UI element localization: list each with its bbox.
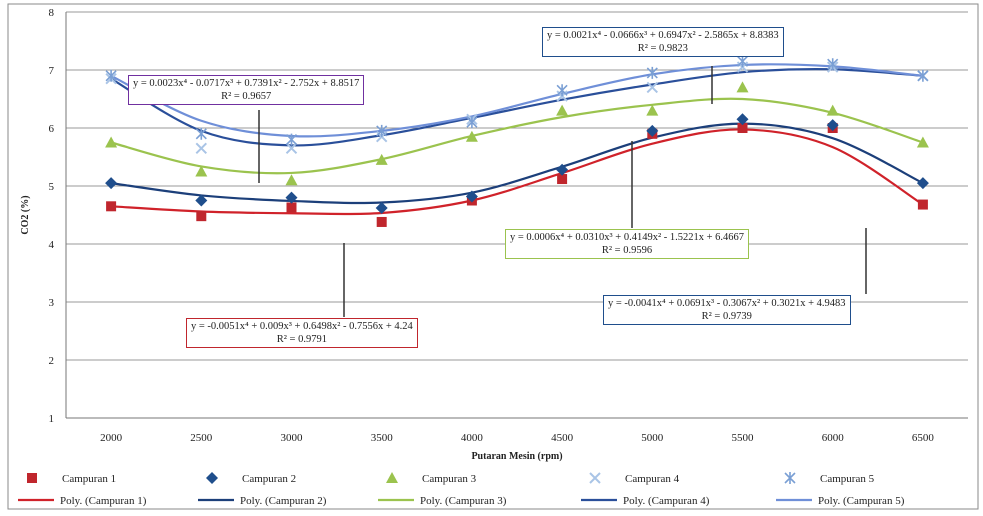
x-tick-label: 4500 bbox=[551, 432, 574, 444]
equation-box-campuran-3: y = 0.0006x⁴ + 0.0310x³ + 0.4149x² - 1.5… bbox=[505, 229, 750, 259]
data-point-campuran-2 bbox=[465, 190, 478, 203]
equation-text: y = 0.0021x⁴ - 0.0666x³ + 0.6947x² - 2.5… bbox=[547, 30, 779, 41]
y-tick-label: 8 bbox=[49, 7, 55, 19]
x-axis-title: Putaran Mesin (rpm) bbox=[471, 451, 562, 462]
y-axis-title: CO2 (%) bbox=[20, 195, 31, 234]
y-tick-label: 5 bbox=[49, 181, 55, 193]
legend-label: Poly. (Campuran 4) bbox=[623, 495, 710, 507]
data-point-campuran-5 bbox=[917, 69, 929, 82]
equation-box-campuran-4: y = 0.0023x⁴ - 0.0717x³ + 0.7391x² - 2.7… bbox=[128, 75, 365, 105]
data-point-campuran-5 bbox=[827, 58, 839, 71]
data-point-campuran-2 bbox=[736, 113, 749, 126]
equation-text: y = 0.0006x⁴ + 0.0310x³ + 0.4149x² - 1.5… bbox=[510, 232, 745, 243]
data-point-campuran-3 bbox=[646, 104, 659, 116]
data-point-campuran-3 bbox=[465, 130, 478, 142]
data-point-campuran-3 bbox=[916, 136, 929, 148]
data-point-campuran-2 bbox=[105, 177, 118, 190]
x-tick-label: 3000 bbox=[281, 432, 304, 444]
r-squared-text: R² = 0.9823 bbox=[637, 43, 688, 54]
data-point-campuran-1 bbox=[286, 202, 297, 213]
x-tick-label: 3500 bbox=[371, 432, 394, 444]
trendline-4 bbox=[110, 68, 923, 147]
data-point-campuran-2 bbox=[285, 191, 298, 204]
legend-marker-campuran-2 bbox=[206, 472, 218, 484]
equation-box-campuran-1: y = -0.0051x⁴ + 0.009x³ + 0.6498x² - 0.7… bbox=[186, 318, 418, 348]
chart-border bbox=[7, 3, 979, 510]
data-point-campuran-5 bbox=[105, 69, 117, 82]
equation-text: y = -0.0051x⁴ + 0.009x³ + 0.6498x² - 0.7… bbox=[191, 321, 413, 332]
trendline-2 bbox=[110, 122, 924, 205]
data-point-campuran-1 bbox=[106, 201, 117, 212]
x-tick-label: 2000 bbox=[100, 432, 123, 444]
data-point-campuran-4 bbox=[646, 81, 659, 94]
trendline-5 bbox=[110, 63, 924, 138]
y-tick-label: 7 bbox=[49, 65, 55, 77]
data-point-campuran-2 bbox=[556, 163, 569, 176]
legend-label: Campuran 5 bbox=[820, 473, 875, 485]
legend-marker-campuran-1 bbox=[27, 473, 37, 483]
y-tick-label: 1 bbox=[49, 413, 55, 425]
data-point-campuran-1 bbox=[737, 123, 748, 133]
r-squared-text: R² = 0.9791 bbox=[276, 334, 327, 345]
y-tick-label: 4 bbox=[49, 239, 55, 251]
data-point-campuran-4 bbox=[285, 142, 298, 155]
data-point-campuran-3 bbox=[105, 136, 118, 148]
data-point-campuran-1 bbox=[917, 199, 928, 210]
data-point-campuran-3 bbox=[285, 174, 298, 186]
x-tick-label: 5500 bbox=[732, 432, 755, 444]
r-squared-text: R² = 0.9657 bbox=[221, 91, 272, 102]
legend-label: Campuran 3 bbox=[422, 473, 477, 485]
data-point-campuran-1 bbox=[376, 216, 387, 227]
data-point-campuran-5 bbox=[285, 133, 298, 146]
x-tick-label: 2500 bbox=[190, 432, 213, 444]
data-point-campuran-2 bbox=[195, 194, 208, 207]
data-point-campuran-3 bbox=[556, 104, 569, 116]
equation-box-campuran-2: y = -0.0041x⁴ + 0.0691x³ - 0.3067x² + 0.… bbox=[603, 295, 851, 325]
data-point-campuran-4 bbox=[195, 142, 208, 155]
equation-text: y = 0.0023x⁴ - 0.0717x³ + 0.7391x² - 2.7… bbox=[133, 78, 360, 89]
data-point-campuran-5 bbox=[736, 55, 749, 68]
data-point-campuran-5 bbox=[195, 127, 207, 140]
y-tick-label: 3 bbox=[49, 297, 55, 309]
x-tick-label: 4000 bbox=[461, 432, 484, 444]
legend-marker-campuran-4 bbox=[589, 472, 601, 484]
trendline-3 bbox=[110, 97, 924, 175]
data-point-campuran-3 bbox=[375, 153, 388, 165]
data-point-campuran-5 bbox=[556, 84, 568, 97]
data-point-campuran-3 bbox=[195, 165, 208, 177]
data-point-campuran-1 bbox=[196, 211, 207, 222]
legend-label: Campuran 2 bbox=[242, 473, 296, 485]
data-point-campuran-3 bbox=[826, 104, 839, 116]
legend-label: Poly. (Campuran 3) bbox=[420, 495, 507, 507]
x-tick-label: 6000 bbox=[822, 432, 845, 444]
r-squared-text: R² = 0.9596 bbox=[601, 245, 653, 256]
equation-text: y = -0.0041x⁴ + 0.0691x³ - 0.3067x² + 0.… bbox=[608, 298, 846, 309]
equation-box-campuran-5: y = 0.0021x⁴ - 0.0666x³ + 0.6947x² - 2.5… bbox=[542, 27, 784, 57]
r-squared-text: R² = 0.9739 bbox=[701, 311, 752, 322]
data-point-campuran-2 bbox=[826, 119, 839, 132]
legend-label: Campuran 1 bbox=[62, 473, 116, 485]
data-point-campuran-2 bbox=[375, 202, 388, 215]
legend-label: Poly. (Campuran 2) bbox=[240, 495, 327, 507]
data-point-campuran-2 bbox=[646, 124, 659, 137]
data-point-campuran-5 bbox=[376, 124, 388, 137]
legend-marker-campuran-3 bbox=[386, 472, 398, 483]
legend-label: Poly. (Campuran 5) bbox=[818, 495, 905, 507]
data-point-campuran-3 bbox=[736, 81, 749, 93]
data-point-campuran-5 bbox=[466, 116, 478, 129]
trendline-1 bbox=[111, 128, 924, 216]
legend-label: Campuran 4 bbox=[625, 473, 680, 485]
legend-label: Poly. (Campuran 1) bbox=[60, 495, 147, 507]
data-point-campuran-1 bbox=[557, 174, 568, 185]
data-point-campuran-2 bbox=[916, 177, 929, 190]
data-point-campuran-5 bbox=[646, 66, 658, 79]
y-tick-label: 2 bbox=[49, 355, 55, 367]
x-tick-label: 6500 bbox=[912, 432, 935, 444]
legend-marker-campuran-5 bbox=[784, 472, 796, 484]
x-tick-label: 5000 bbox=[641, 432, 664, 444]
y-tick-label: 6 bbox=[49, 123, 55, 135]
